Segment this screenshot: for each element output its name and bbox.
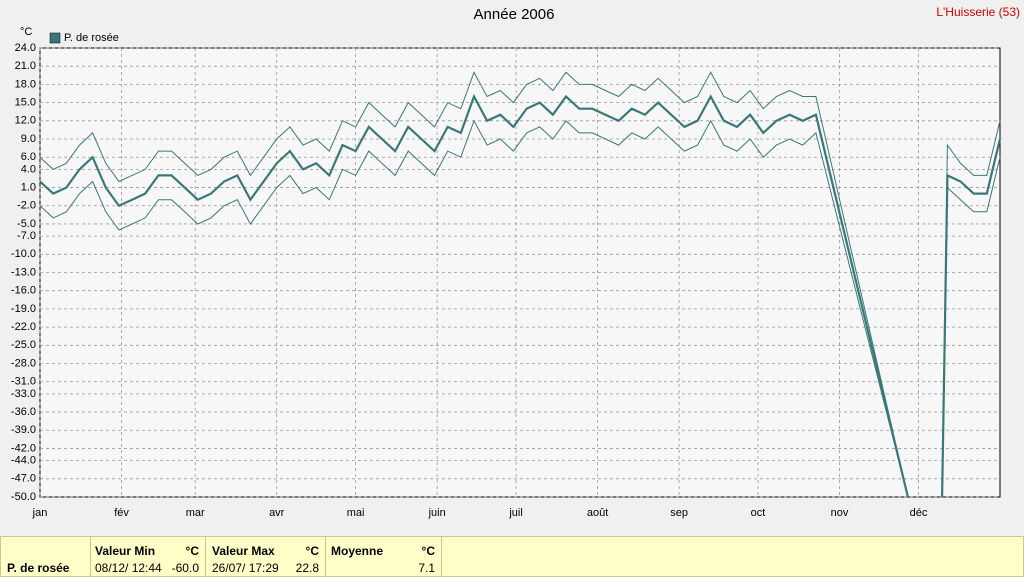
- summary-date: 26/07/ 17:29: [212, 561, 279, 575]
- y-tick-label: -16.0: [11, 285, 36, 297]
- summary-title: Moyenne: [331, 544, 384, 558]
- summary: P. de rosée Valeur Min °C 08/12/ 12:44 -…: [0, 536, 1024, 577]
- y-tick-label: -10.0: [11, 248, 36, 260]
- y-tick-label: -33.0: [11, 388, 36, 400]
- y-tick-label: -7.0: [17, 230, 36, 242]
- y-tick-label: 12.0: [15, 115, 36, 127]
- y-tick-label: -31.0: [11, 376, 36, 388]
- legend-label: P. de rosée: [64, 32, 119, 44]
- y-tick-label: -19.0: [11, 303, 36, 315]
- summary-cell: Valeur Min °C 08/12/ 12:44 -60.0: [91, 537, 206, 576]
- y-tick-label: 15.0: [15, 97, 36, 109]
- y-tick-label: 4.0: [21, 163, 36, 175]
- summary-cell: Moyenne °C 7.1: [326, 537, 442, 576]
- y-tick-label: -42.0: [11, 442, 36, 454]
- chart: Année 2006 L'Huisserie (53) °C 24.0 21.0 1…: [11, 5, 1020, 519]
- legend-swatch: [49, 32, 61, 44]
- y-tick-label: -13.0: [11, 266, 36, 278]
- summary-unit: °C: [185, 544, 199, 558]
- y-tick-label: -44.0: [11, 455, 36, 467]
- y-tick-label: 21.0: [15, 60, 36, 72]
- x-tick-label: août: [587, 507, 608, 519]
- chart-title: Année 2006: [474, 6, 555, 23]
- summary-unit: °C: [421, 544, 435, 558]
- summary-value: -60.0: [171, 561, 199, 575]
- y-tick-label: 9.0: [21, 133, 36, 145]
- x-tick-label: déc: [910, 507, 928, 519]
- y-tick-label: -22.0: [11, 321, 36, 333]
- station: L'Huisserie (53): [936, 5, 1020, 19]
- line: [39, 71, 1001, 498]
- summary-unit: °C: [305, 544, 319, 558]
- summary-date: 08/12/ 12:44: [95, 561, 162, 575]
- summary-value: 7.1: [418, 561, 435, 575]
- y-tick-label: -25.0: [11, 339, 36, 351]
- x-tick-label: juil: [508, 507, 522, 519]
- x-tick-label: mar: [186, 507, 205, 519]
- y-tick-label: 6.0: [21, 151, 36, 163]
- summary-cell: Valeur Max °C 26/07/ 17:29 22.8: [206, 537, 326, 576]
- x-tick-label: oct: [751, 507, 766, 519]
- y-tick-label: -2.0: [17, 200, 36, 212]
- x-tick-label: nov: [831, 507, 849, 519]
- x-tick-label: mai: [347, 507, 365, 519]
- x-tick-label: avr: [269, 507, 285, 519]
- summary-label: P. de rosée: [7, 561, 70, 575]
- summary-title: Valeur Max: [212, 544, 275, 558]
- y-tick-label: -39.0: [11, 424, 36, 436]
- y-tick-label: 1.0: [21, 181, 36, 193]
- y-tick-label: 18.0: [15, 78, 36, 90]
- y-tick-label: -50.0: [11, 491, 36, 503]
- line: [39, 119, 1001, 498]
- y-tick-label: -36.0: [11, 406, 36, 418]
- x-tick-label: fév: [114, 507, 129, 519]
- x-tick-label: sep: [670, 507, 688, 519]
- y-tick-label: -28.0: [11, 357, 36, 369]
- y-unit: °C: [20, 26, 32, 38]
- y-tick-label: -47.0: [11, 473, 36, 485]
- summary-label-cell: P. de rosée: [1, 537, 91, 576]
- summary-title: Valeur Min: [95, 544, 156, 558]
- summary-value: 22.8: [295, 561, 319, 575]
- x-tick-label: juin: [428, 507, 446, 519]
- y-tick-label: 24.0: [15, 42, 36, 54]
- x-tick-label: jan: [32, 507, 48, 519]
- y-tick-label: -5.0: [17, 218, 36, 230]
